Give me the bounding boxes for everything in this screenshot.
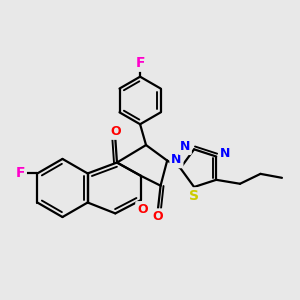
Text: O: O bbox=[137, 203, 148, 216]
Text: O: O bbox=[153, 210, 163, 223]
Text: N: N bbox=[220, 147, 231, 161]
Text: N: N bbox=[171, 153, 182, 167]
Text: O: O bbox=[110, 125, 121, 138]
Text: F: F bbox=[15, 167, 25, 180]
Text: S: S bbox=[189, 189, 199, 203]
Text: F: F bbox=[135, 56, 145, 70]
Text: N: N bbox=[180, 140, 190, 153]
